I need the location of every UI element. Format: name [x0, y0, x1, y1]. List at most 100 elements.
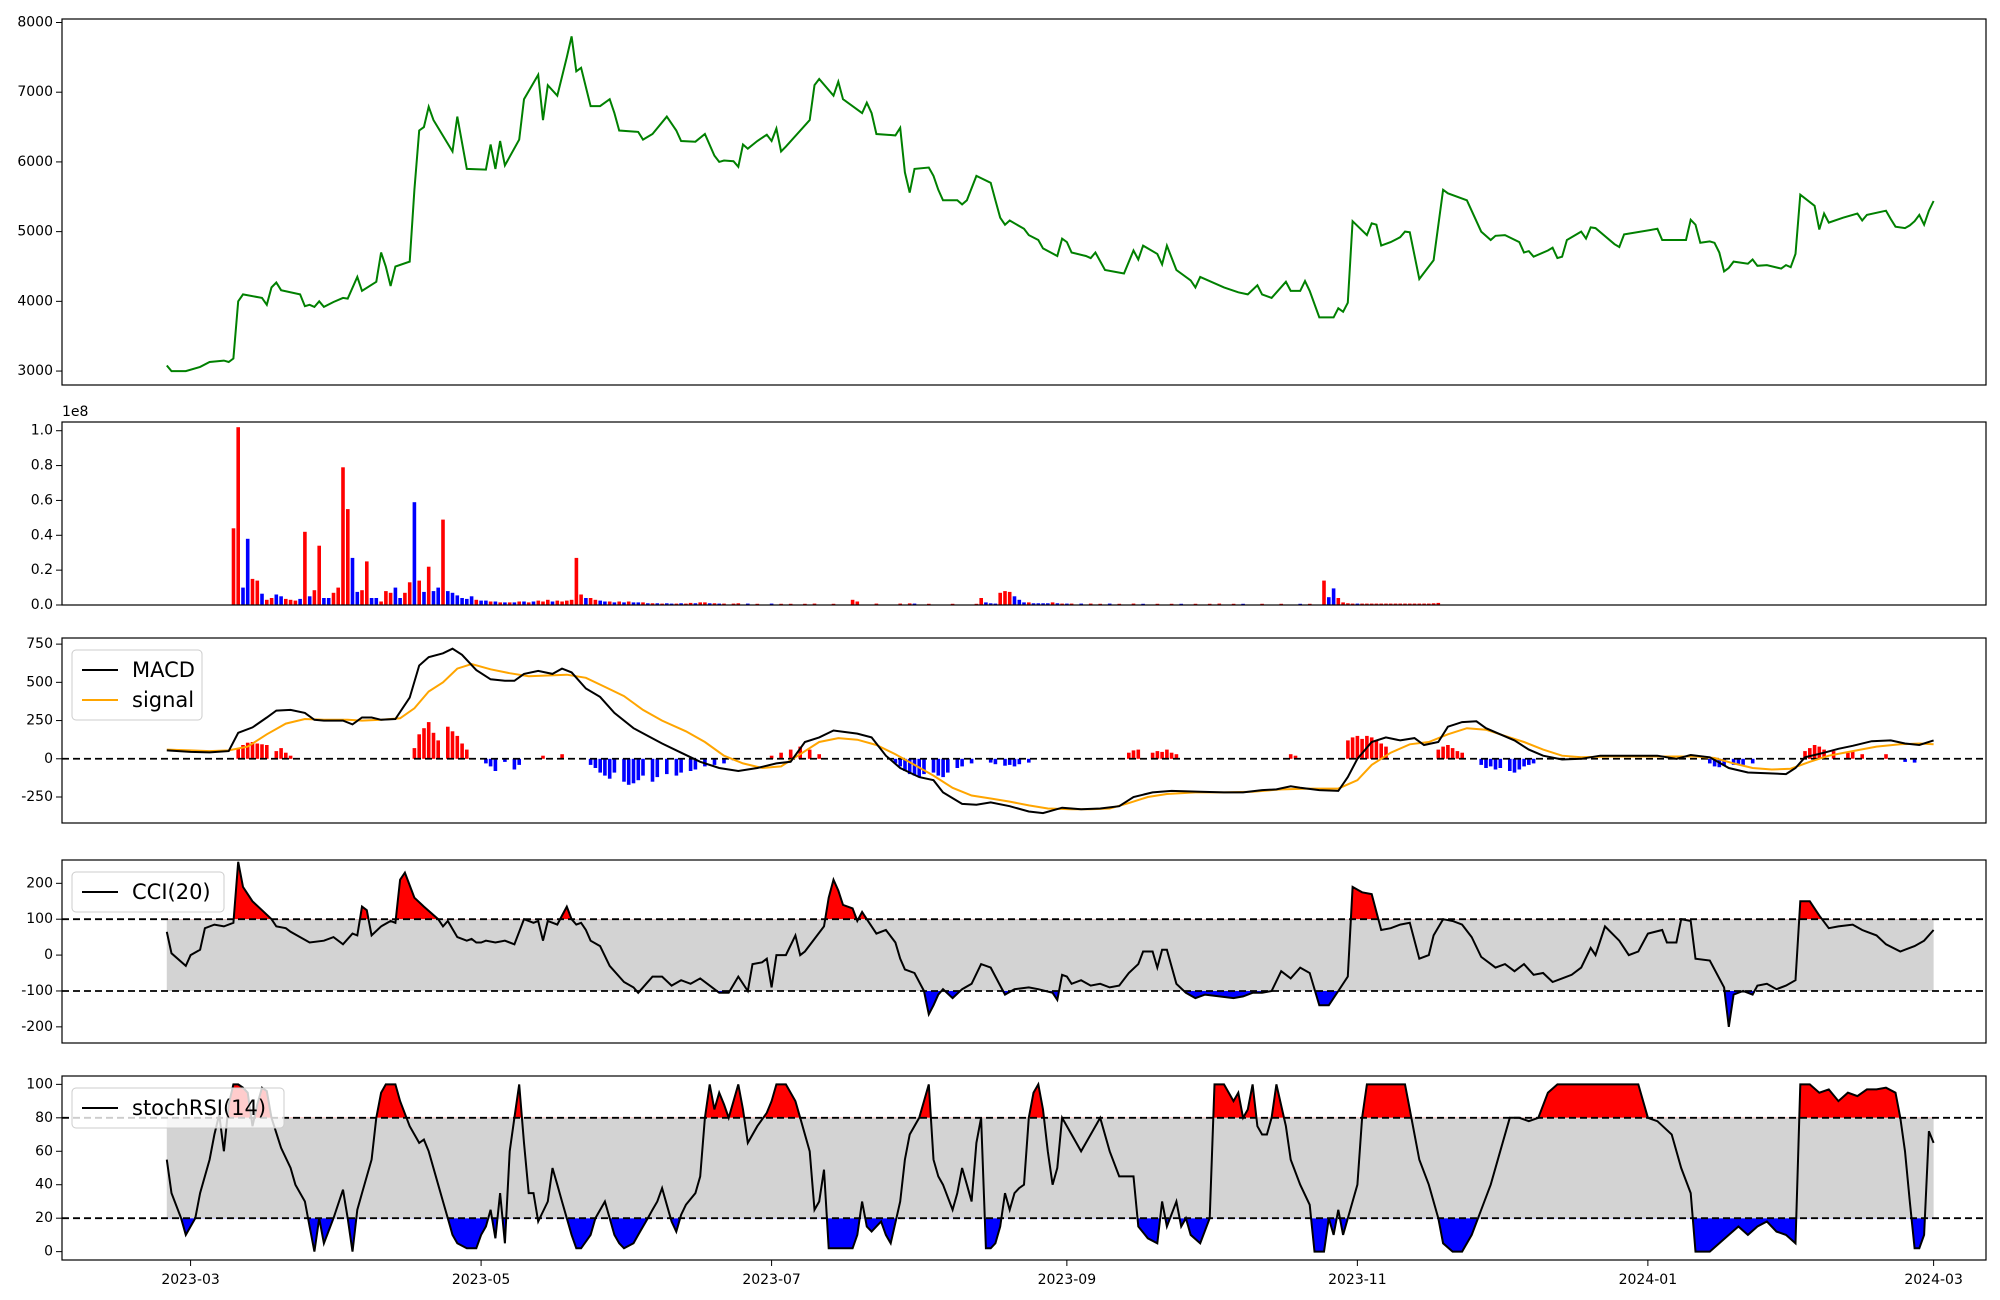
volume-bar [988, 603, 993, 605]
volume-bar [1422, 603, 1426, 605]
volume-bar [512, 602, 517, 605]
volume-bar [346, 509, 350, 605]
macd-histogram-bar [250, 742, 255, 759]
macd-histogram-bar [412, 748, 417, 759]
macd-histogram-bar [1508, 758, 1512, 771]
macd-histogram-bar [679, 758, 683, 773]
volume-bar [1331, 588, 1336, 605]
stochrsi-line [165, 1081, 1935, 1253]
macd-histogram-bar [1027, 758, 1031, 763]
macd-histogram-bar [1446, 745, 1450, 759]
macd-histogram-bar [1369, 737, 1374, 759]
macd-histogram-bar [274, 751, 279, 759]
volume-bar [407, 582, 412, 605]
volume-bar [322, 598, 326, 605]
volume-bar [1341, 602, 1345, 605]
volume-bar [393, 587, 398, 605]
volume-axes-frame [61, 421, 1987, 606]
volume-bar [1017, 599, 1022, 605]
volume-bar [717, 603, 721, 605]
volume-bar [484, 600, 488, 605]
volume-bar [388, 592, 393, 605]
volume-bar [374, 598, 379, 605]
macd-histogram-bar [1460, 752, 1464, 759]
volume-bar [698, 602, 702, 605]
volume-bar [631, 602, 636, 605]
macd-histogram-bar [1436, 749, 1441, 759]
volume-bar [541, 601, 545, 605]
macd-histogram-bar [922, 758, 926, 775]
macd-histogram-bar [588, 758, 593, 765]
volume-bar [426, 566, 431, 605]
volume-bar [1369, 603, 1374, 605]
volume-bar [503, 602, 507, 605]
price-axes-frame [61, 18, 1987, 386]
macd-histogram-bar [693, 758, 698, 770]
macd-histogram-bar [622, 758, 626, 782]
volume-bar [1060, 603, 1064, 605]
price-ytick-label: 7000 [17, 84, 53, 100]
volume-bar [1388, 603, 1393, 605]
volume-bar [1079, 603, 1083, 605]
macd-ytick-label: 250 [26, 713, 53, 729]
volume-bar [474, 599, 479, 605]
volume-bar [588, 598, 593, 605]
volume-bar [403, 592, 407, 605]
macd-histogram-bar [1017, 758, 1022, 765]
macd-panel: -250 0 250 500 750 MACD signal [21, 636, 1987, 824]
macd-histogram-bar [722, 758, 726, 764]
volume-bar [1131, 603, 1136, 605]
cci-ytick-label: -200 [21, 1019, 53, 1035]
volume-bar [660, 603, 664, 605]
volume-bar [812, 603, 817, 605]
volume-bar [1384, 603, 1388, 605]
volume-bar [622, 602, 626, 605]
macd-histogram-bar [1374, 740, 1379, 759]
macd-histogram-bar [674, 758, 679, 776]
volume-bar [1431, 603, 1436, 605]
volume-bar [498, 602, 502, 605]
macd-histogram-bar [817, 754, 821, 759]
volume-bar [431, 591, 436, 605]
volume-bar [722, 603, 726, 605]
volume-bar [307, 596, 312, 605]
macd-histogram-bar [631, 758, 636, 784]
macd-histogram-bar [893, 758, 898, 764]
macd-histogram-bar [603, 758, 607, 776]
volume-bar [522, 601, 526, 605]
macd-histogram-bar [1350, 737, 1355, 759]
volume-bar [412, 502, 417, 605]
price-ytick-label: 3000 [17, 363, 53, 379]
volume-bar [1350, 603, 1355, 605]
cci-legend-label: CCI(20) [132, 880, 211, 904]
volume-bar [255, 580, 260, 605]
volume-bar [1374, 603, 1379, 605]
macd-histogram-bar [560, 754, 564, 759]
volume-bar [769, 603, 774, 605]
macd-histogram-bar [236, 748, 240, 759]
macd-ytick-label: -250 [21, 789, 53, 805]
macd-histogram-bar [993, 758, 998, 765]
volume-ytick-label: 0.8 [31, 458, 53, 474]
volume-bar [1012, 596, 1017, 605]
volume-bar [569, 599, 574, 605]
macd-histogram-bar [1803, 751, 1807, 759]
volume-bar [355, 591, 360, 605]
macd-histogram-bar [512, 758, 517, 770]
volume-offset-label: 1e8 [62, 404, 88, 420]
macd-histogram-bar [1817, 746, 1822, 759]
stochrsi-oversold-fill [166, 1218, 1934, 1252]
macd-histogram-bar [798, 746, 802, 759]
macd-histogram-bar [446, 726, 450, 759]
macd-histogram-bar [1127, 752, 1131, 759]
volume-bar [1355, 603, 1360, 605]
macd-histogram-bar [912, 758, 917, 776]
volume-bar [298, 598, 302, 605]
macd-histogram-bar [1846, 752, 1850, 759]
volume-bar [984, 602, 988, 605]
macd-legend-label: signal [132, 688, 194, 712]
volume-bar [279, 596, 283, 605]
volume-bar [417, 580, 421, 605]
macd-histogram-bar [788, 749, 793, 759]
volume-bar [674, 603, 679, 605]
